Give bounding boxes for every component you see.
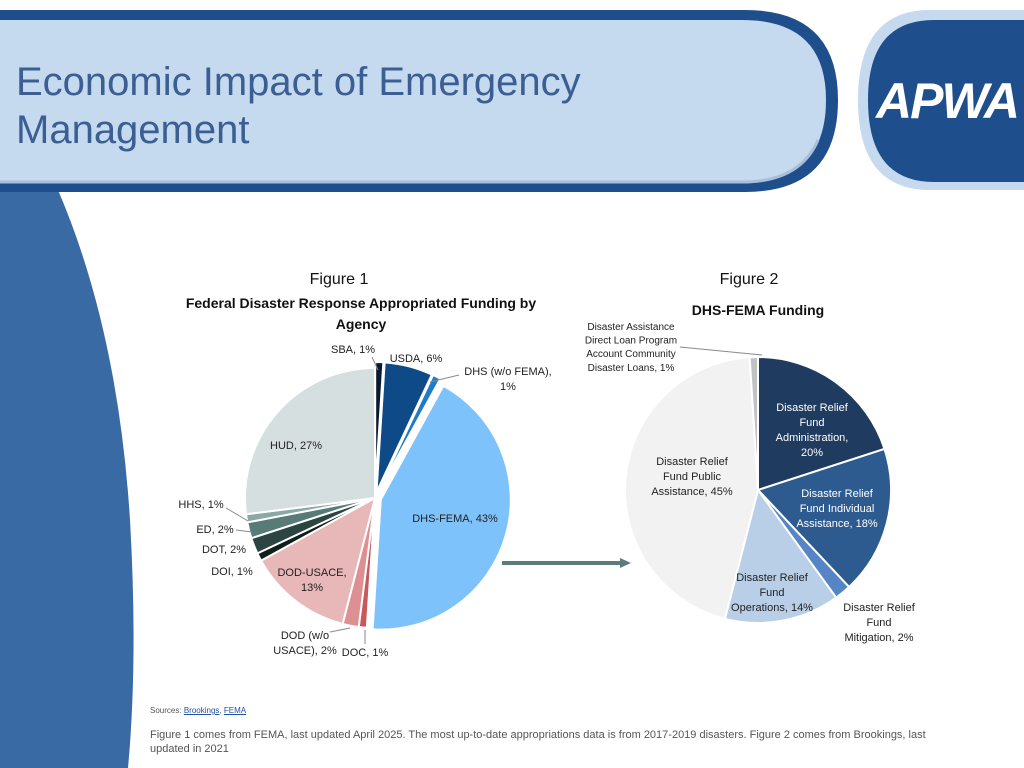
fig1-label-dod-w-o-usace: DOD (w/o USACE), 2% <box>273 630 337 657</box>
fig2-label-disaster-relief-fund-public-assistance: Disaster Relief Fund Public Assistance, 45… <box>651 456 733 498</box>
sources-line: Sources: Brookings, FEMA <box>150 706 246 715</box>
apwa-logo: APWA <box>876 73 1020 129</box>
fig1-slice-dod-usace <box>259 496 377 626</box>
fig1-label-dhs-w-o-fema: DHS (w/o FEMA), 1% <box>464 366 551 393</box>
fig2-slice-disaster-assistance-direct-loan-program-account-community-disaster-loans <box>748 355 759 491</box>
fig2-slice-disaster-relief-fund-public-assistance <box>624 356 760 621</box>
fig1-label-doi: DOI, 1% <box>211 566 253 578</box>
figure-2-title: DHS-FEMA Funding <box>691 302 825 318</box>
source-link-brookings[interactable]: Brookings <box>183 706 220 715</box>
fig1-label-ed: ED, 2% <box>196 524 234 536</box>
fig2-label-disaster-relief-fund-administration: Disaster Relief Fund Administration, 20% <box>776 402 849 459</box>
fig1-label-hhs: HHS, 1% <box>178 499 223 511</box>
figure-footnote: Figure 1 comes from FEMA, last updated A… <box>150 729 926 755</box>
slide-title: Economic Impact of Emergency Management <box>16 60 581 152</box>
fig2-slice-disaster-relief-fund-administration <box>757 355 886 492</box>
fig1-label-doc: DOC, 1% <box>342 647 389 659</box>
figure-1-label: Figure 1 <box>309 271 369 288</box>
fig1-leader-dod-w-o-usace <box>329 627 351 633</box>
fig1-label-hud: HUD, 27% <box>270 440 322 452</box>
header-band-lower-edge <box>0 139 820 184</box>
fig2-label-disaster-relief-fund-individual-assistance: Disaster Relief Fund Individual Assistance… <box>796 488 878 530</box>
source-separator: , <box>219 706 222 715</box>
fig1-leader-sba <box>371 356 379 371</box>
fig1-leader-dhs-w-o-fema <box>429 374 460 383</box>
figure-2-label: Figure 2 <box>719 271 779 288</box>
fig1-label-dot: DOT, 2% <box>202 544 246 556</box>
fig2-label-disaster-relief-fund-mitigation: Disaster Relief Fund Mitigation, 2% <box>843 602 915 644</box>
source-link-fema[interactable]: FEMA <box>223 706 247 715</box>
fig1-slice-sba <box>374 361 385 493</box>
sources-label: Sources: <box>150 706 182 715</box>
fig2-label-disaster-relief-fund-operations: Disaster Relief Fund Operations, 14% <box>731 572 813 614</box>
fig2-label-disaster-assistance-direct-loan-program-account-community-disaster-loans: Disaster Assistance Direct Loan Program Ac… <box>585 322 677 374</box>
fig2-leader-disaster-assistance-direct-loan-program-account-community-disaster-loans <box>679 346 763 356</box>
fig1-leader-hhs <box>225 507 249 522</box>
fig1-slice-usda <box>375 361 434 493</box>
fig2-slice-disaster-relief-fund-operations <box>723 487 838 624</box>
fig1-label-sba: SBA, 1% <box>331 344 375 356</box>
header-band <box>0 20 826 182</box>
fig1-label-dod-usace: DOD-USACE, 13% <box>277 567 346 594</box>
left-blue-band <box>0 190 134 768</box>
fig1-slice-hud <box>244 366 376 516</box>
fig1-label-usda: USDA, 6% <box>390 353 443 365</box>
fig1-slice-dhs-w-o-fema <box>376 373 442 494</box>
fig1-slice-dhs-fema <box>371 384 512 631</box>
fig2-slice-disaster-relief-fund-individual-assistance <box>756 447 892 589</box>
arrow-shaft <box>502 558 631 568</box>
logo-panel <box>868 20 1024 182</box>
fig1-leader-ed <box>235 529 253 533</box>
figure-1-title: Federal Disaster Response Appropriated F… <box>185 295 537 332</box>
fig1-label-dhs-fema: DHS-FEMA, 43% <box>412 513 498 525</box>
